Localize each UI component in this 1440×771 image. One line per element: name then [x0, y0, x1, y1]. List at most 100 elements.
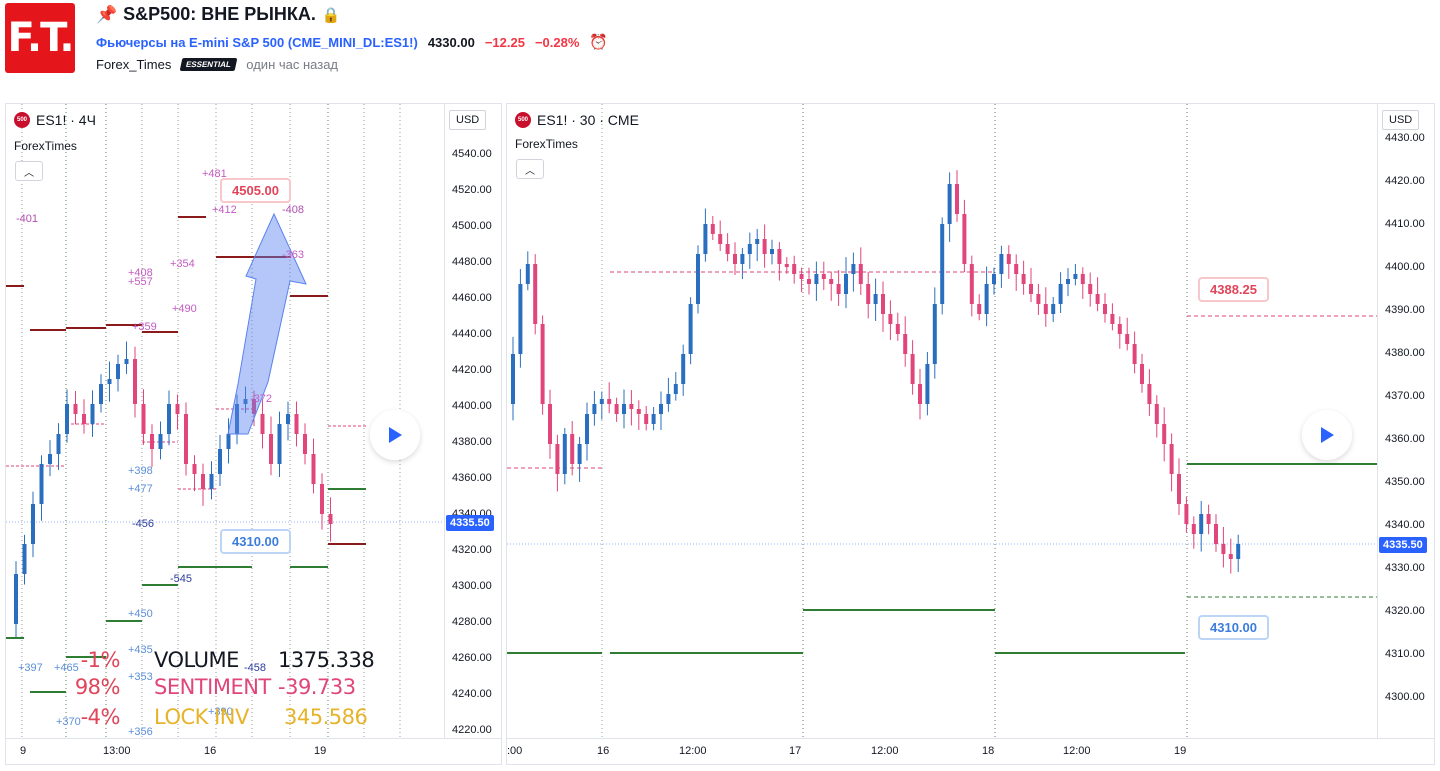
candle	[644, 414, 649, 424]
right-time-tick: 19	[1174, 745, 1187, 757]
candle	[762, 239, 767, 254]
left-collapse-button[interactable]: ︿	[15, 161, 43, 181]
candle	[1043, 304, 1048, 314]
candle	[673, 384, 678, 394]
volume-value: 1375.338	[278, 648, 375, 672]
candle	[167, 404, 171, 434]
left-price-tick: 4540.00	[452, 148, 492, 160]
right-last-price-tag: 4335.50	[1379, 537, 1427, 553]
pin-icon: 📌	[96, 4, 118, 24]
candle	[873, 294, 878, 304]
right-price-tick: 4340.00	[1385, 519, 1425, 531]
candle	[725, 244, 730, 254]
level-label: +557	[128, 276, 153, 288]
alarm-clock-icon[interactable]: ⏰	[589, 34, 609, 51]
candle	[277, 424, 282, 464]
candle	[599, 399, 604, 404]
level-label: +354	[170, 258, 195, 270]
candle	[636, 409, 641, 414]
candle	[1154, 404, 1159, 424]
left-currency-button[interactable]: USD	[449, 110, 487, 130]
candle	[1080, 274, 1085, 284]
candle	[925, 364, 930, 404]
author-name[interactable]: Forex_Times	[96, 57, 172, 72]
left-chart-frame[interactable]	[5, 103, 502, 765]
right-chart-plot[interactable]	[507, 104, 1377, 738]
level-label: +465	[54, 662, 79, 674]
right-play-button[interactable]	[1302, 410, 1352, 460]
candle	[56, 434, 61, 454]
candle	[1066, 279, 1070, 284]
candle	[962, 214, 967, 264]
lockinv-label: LOCK INV	[154, 705, 249, 729]
right-price-tick: 4410.00	[1385, 218, 1425, 230]
left-price-tick: 4300.00	[452, 580, 492, 592]
candle	[955, 184, 959, 214]
candle	[1029, 284, 1033, 294]
level-label: +412	[212, 204, 237, 216]
right-time-axis: :00 16 12:00 17 12:00 18 12:00 19	[507, 738, 1434, 765]
left-price-tick: 4240.00	[452, 688, 492, 700]
candle	[688, 304, 693, 354]
candle	[1021, 274, 1026, 284]
candle	[1110, 314, 1115, 324]
right-price-tick: 4420.00	[1385, 175, 1425, 187]
candle	[607, 399, 612, 404]
candle	[73, 404, 78, 414]
candle	[1199, 514, 1204, 534]
lock-icon: 🔒	[321, 6, 341, 24]
right-time-tick: 18	[982, 745, 995, 757]
candle	[1206, 514, 1211, 524]
left-last-price-tag: 4335.50	[446, 515, 494, 531]
lockinv-value: 345.586	[284, 705, 368, 729]
left-price-tick: 4400.00	[452, 400, 492, 412]
candle	[1214, 524, 1218, 544]
candle	[294, 414, 299, 434]
essential-badge: ESSENTIAL	[179, 58, 238, 71]
level-label: +490	[172, 303, 197, 315]
level-label: +481	[202, 168, 227, 180]
candle	[910, 354, 915, 384]
candle	[784, 264, 789, 267]
site-logo[interactable]: F.T.	[5, 3, 75, 73]
level-label: -458	[244, 662, 266, 674]
left-price-tick: 4480.00	[452, 256, 492, 268]
right-chart-frame[interactable]	[506, 103, 1435, 765]
candle	[659, 404, 663, 414]
candle	[286, 414, 290, 424]
candle	[65, 404, 69, 434]
right-currency-button[interactable]: USD	[1382, 110, 1420, 130]
chevron-up-icon: ︿	[24, 167, 34, 179]
candle	[821, 274, 826, 279]
price-change: −12.25	[484, 34, 525, 50]
left-price-tick: 4440.00	[452, 328, 492, 340]
candle	[192, 464, 197, 474]
candle	[328, 514, 333, 524]
candle	[866, 284, 871, 304]
candle	[777, 249, 782, 264]
candle	[533, 264, 538, 324]
right-indicator-name[interactable]: ForexTimes	[515, 137, 578, 151]
candle	[1132, 344, 1137, 364]
left-callout-4505: 4505.00	[220, 178, 291, 203]
right-collapse-button[interactable]: ︿	[516, 159, 544, 179]
right-price-tick: 4370.00	[1385, 390, 1425, 402]
left-price-tick: 4380.00	[452, 436, 492, 448]
left-price-tick: 4500.00	[452, 220, 492, 232]
left-chart-plot[interactable]: -401 +481 +412 -408 +408+557 +354 -363 +490 +359…	[6, 104, 443, 738]
candle	[311, 454, 316, 484]
candle	[1228, 554, 1233, 559]
left-time-tick: 16	[204, 745, 217, 757]
left-play-button[interactable]	[370, 410, 420, 460]
right-time-tick: :00	[507, 745, 523, 757]
left-indicator-name[interactable]: ForexTimes	[14, 139, 77, 153]
symbol-link[interactable]: Фьючерсы на E-mini S&P 500 (CME_MINI_DL:…	[96, 34, 418, 50]
candle	[740, 254, 745, 264]
candle	[570, 434, 575, 464]
level-label: +450	[128, 608, 153, 620]
left-price-axis: 4540.00 4520.00 4500.00 4480.00 4460.00 4440.…	[444, 104, 502, 738]
left-price-tick: 4520.00	[452, 184, 492, 196]
chevron-up-icon: ︿	[525, 165, 535, 177]
candle	[548, 404, 552, 444]
last-price: 4330.00	[427, 34, 475, 50]
